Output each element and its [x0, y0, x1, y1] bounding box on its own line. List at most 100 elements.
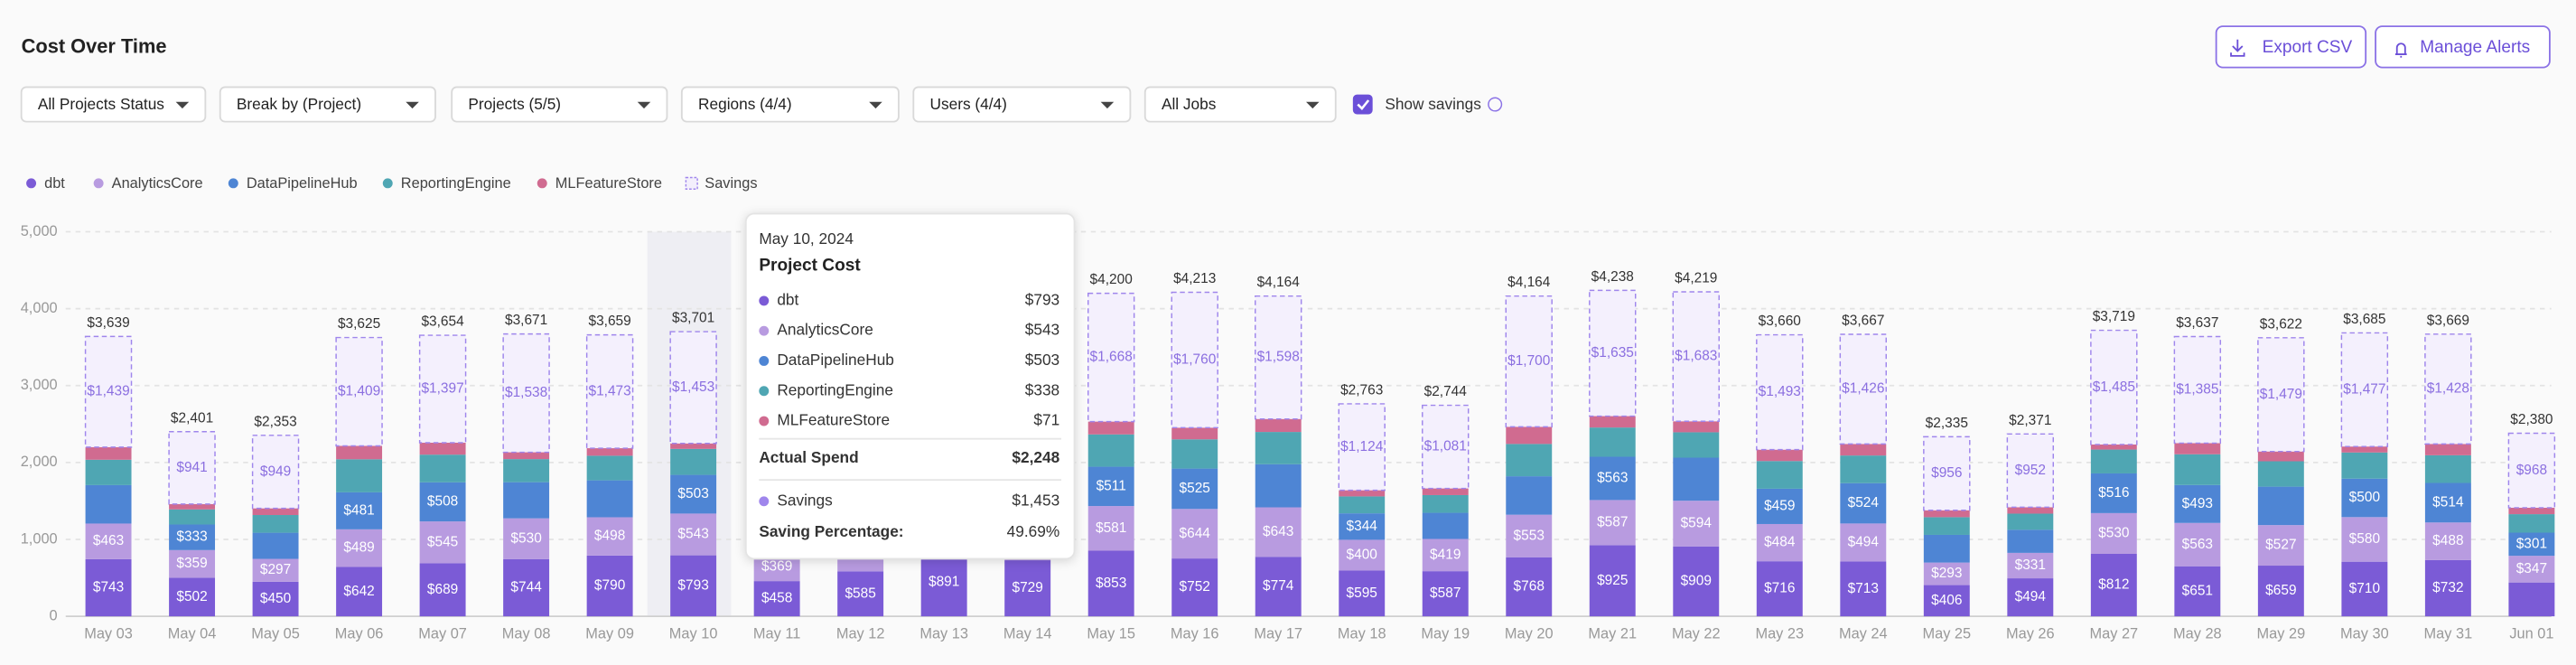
savings-segment	[2090, 329, 2138, 445]
bar-segment	[670, 443, 717, 449]
segment-label: $511	[1097, 478, 1126, 493]
savings-segment	[585, 333, 634, 449]
bar-segment	[1171, 468, 1218, 510]
segment-label: $489	[343, 540, 374, 556]
total-label: $3,671	[505, 313, 547, 328]
savings-segment	[2507, 432, 2556, 509]
bar-segment	[1840, 561, 1887, 617]
total-label: $4,164	[1507, 275, 1551, 290]
bar-segment	[1840, 523, 1887, 562]
bar-segment	[2341, 446, 2388, 453]
bar-segment	[1589, 416, 1636, 428]
segment-label: $498	[594, 529, 625, 544]
segment-label: $347	[2516, 561, 2547, 576]
filters: All Projects Status Break by (Project) Pro…	[20, 86, 1503, 123]
dropdown-label: Projects (5/5)	[468, 95, 561, 113]
alerts-button[interactable]: Manage Alerts	[2375, 25, 2551, 69]
tooltip-label: Saving Percentage:	[759, 522, 903, 540]
segment-label: $359	[176, 556, 207, 571]
x-tick-label: May 05	[251, 625, 300, 642]
segment-label: $1,081	[1424, 439, 1467, 454]
segment-label: $463	[93, 533, 124, 548]
total-label: $4,219	[1675, 271, 1717, 286]
x-tick-label: May 10	[669, 625, 718, 642]
bar-segment	[2174, 522, 2221, 567]
checkmark	[1357, 99, 1370, 110]
x-tick-label: May 18	[1338, 625, 1386, 642]
savings-segment	[1171, 291, 1218, 429]
dropdown[interactable]: Regions (4/4)	[680, 86, 900, 123]
button-frame	[2215, 25, 2367, 69]
bar-segment	[1087, 421, 1134, 435]
segment-label: $952	[2015, 463, 2046, 478]
bar-segment	[2174, 454, 2221, 485]
bar-segment	[503, 558, 550, 617]
bar-segment	[252, 558, 299, 582]
bar-segment	[586, 455, 633, 481]
checkbox[interactable]: Show savings	[1352, 94, 1481, 115]
segment-label: $1,397	[421, 381, 463, 397]
segment-label: $732	[2432, 580, 2463, 595]
segment-label: $581	[1096, 520, 1126, 536]
x-tick-label: May 22	[1672, 625, 1721, 642]
dropdown[interactable]: Break by (Project)	[219, 86, 436, 123]
x-tick-label: May 12	[836, 625, 885, 642]
segment-label: $484	[1764, 535, 1796, 550]
savings-segment	[1923, 436, 1971, 511]
bar-segment	[1506, 444, 1553, 477]
bar-segment	[419, 442, 466, 455]
dropdown[interactable]: Users (4/4)	[912, 86, 1132, 123]
segment-label: $516	[2098, 485, 2129, 501]
bar-segment	[2341, 561, 2388, 617]
total-label: $3,667	[1842, 313, 1884, 328]
legend-marker	[26, 178, 37, 189]
legend-marker	[228, 178, 238, 189]
tooltip-date: May 10, 2024	[759, 229, 854, 248]
segment-label: $1,409	[338, 384, 380, 399]
tooltip-label: Actual Spend	[759, 448, 858, 466]
dropdown[interactable]: All Projects Status	[20, 86, 207, 123]
dropdown[interactable]: Projects (5/5)	[451, 86, 668, 123]
x-tick-label: May 07	[418, 625, 467, 642]
bar-segment	[2007, 578, 2054, 617]
checkbox-box	[1352, 94, 1373, 115]
x-tick-label: May 16	[1171, 625, 1219, 642]
bar-segment	[1171, 439, 1218, 469]
bar-segment	[1087, 506, 1134, 551]
bar-segment	[2508, 556, 2555, 583]
segment-label: $853	[1096, 576, 1126, 591]
bar-segment	[503, 518, 550, 559]
bar-segment	[1756, 561, 1803, 617]
x-tick-label: May 13	[919, 625, 968, 642]
bar-segment	[2424, 444, 2471, 455]
tooltip-label: MLFeatureStore	[777, 411, 890, 429]
bar-segment	[419, 521, 466, 564]
segment-label: $587	[1430, 585, 1461, 601]
dropdown[interactable]: All Jobs	[1143, 86, 1337, 123]
segment-label: $553	[1514, 528, 1545, 543]
total-label: $4,200	[1090, 272, 1133, 287]
bar-segment	[85, 459, 132, 485]
bar-segment	[252, 515, 299, 533]
export-button[interactable]: Export CSV	[2215, 25, 2367, 69]
segment-label: $1,477	[2343, 381, 2385, 397]
segment-label: $790	[594, 578, 625, 594]
bar-segment	[1589, 500, 1636, 546]
bar-segment	[1756, 488, 1803, 524]
bar-segment	[1923, 562, 1970, 585]
bar-segment	[2007, 552, 2054, 579]
segment-label: $891	[929, 574, 959, 589]
bar-segment	[419, 454, 466, 482]
segment-label: $530	[510, 530, 541, 546]
chevron	[637, 101, 651, 109]
segment-label: $716	[1764, 581, 1795, 596]
segment-label: $502	[176, 589, 207, 604]
segment-label: $1,700	[1507, 353, 1550, 369]
bar-segment	[1255, 557, 1302, 617]
bar-segment	[2424, 454, 2471, 483]
tooltip-dot	[759, 325, 770, 336]
bar-segment	[169, 549, 216, 578]
segment-label: $494	[2015, 589, 2047, 604]
x-tick-label: May 31	[2424, 625, 2473, 642]
total-label: $3,685	[2343, 312, 2385, 327]
